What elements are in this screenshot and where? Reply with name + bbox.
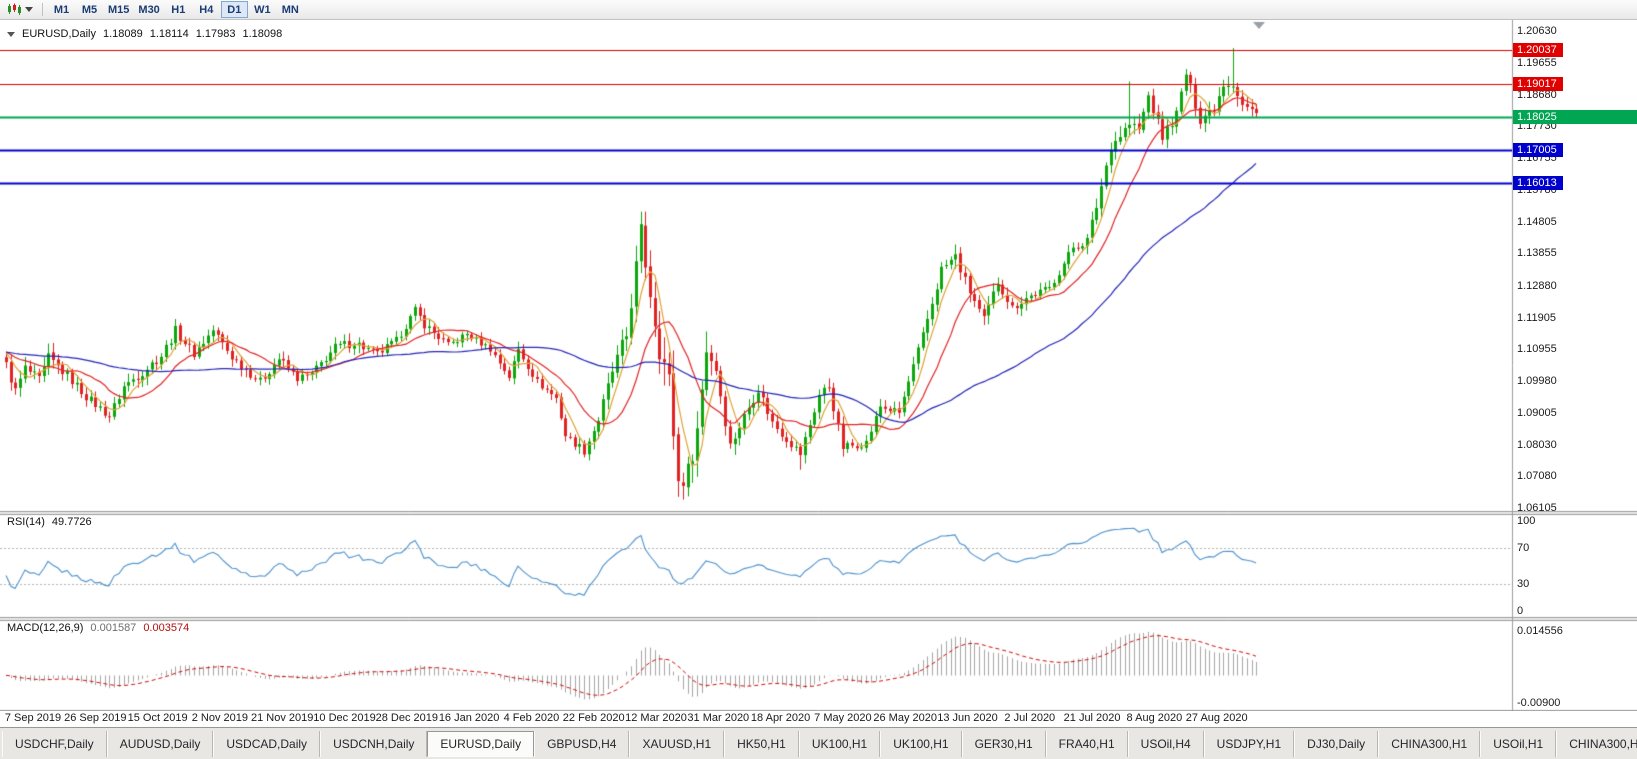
chart-tab-ger30-h1[interactable]: GER30,H1 xyxy=(961,731,1046,757)
date-label[interactable]: 31 Mar 2020 xyxy=(687,712,750,724)
timeframe-buttons: M1 M5 M15 M30 H1 H4 D1 W1 MN xyxy=(48,1,304,18)
one-click-trading-toggle-icon[interactable] xyxy=(7,31,15,37)
chart-tab-usdcnh-daily[interactable]: USDCNH,Daily xyxy=(320,731,428,757)
date-label[interactable]: 27 Aug 2020 xyxy=(1185,712,1248,724)
toolbar-separator xyxy=(42,3,43,16)
timeframe-button-h4[interactable]: H4 xyxy=(193,1,220,18)
chart-tab-eurusd-daily[interactable]: EURUSD,Daily xyxy=(427,731,535,757)
date-label[interactable]: 21 Jul 2020 xyxy=(1063,712,1121,724)
chart-tab-audusd-daily[interactable]: AUDUSD,Daily xyxy=(106,731,214,757)
chart-tab-uk100-h1[interactable]: UK100,H1 xyxy=(880,731,962,757)
date-label[interactable]: 2 Nov 2019 xyxy=(191,712,249,724)
chart-tab-uk100-h1[interactable]: UK100,H1 xyxy=(798,731,881,757)
date-label[interactable]: 28 Dec 2019 xyxy=(375,712,438,724)
date-label[interactable]: 18 Apr 2020 xyxy=(750,712,811,724)
date-label[interactable]: 4 Feb 2020 xyxy=(503,712,560,724)
chart-tab-fra40-h1[interactable]: FRA40,H1 xyxy=(1045,731,1128,757)
date-label[interactable]: 8 Aug 2020 xyxy=(1126,712,1183,724)
chart-tab-usoil-h1[interactable]: USOil,H1 xyxy=(1480,731,1557,757)
date-label[interactable]: 10 Dec 2019 xyxy=(313,712,376,724)
chart-tab-china300-h1[interactable]: CHINA300,H1 xyxy=(1378,731,1481,757)
date-label[interactable]: 7 May 2020 xyxy=(814,712,872,724)
chart-tab-hk50-h1[interactable]: HK50,H1 xyxy=(724,731,799,757)
timeframes-toolbar: M1 M5 M15 M30 H1 H4 D1 W1 MN xyxy=(0,0,1637,20)
chart-tab-gbpusd-h4[interactable]: GBPUSD,H4 xyxy=(534,731,630,757)
chart-tabs-bar: USDCHF,Daily AUDUSD,Daily USDCAD,Daily USDC… xyxy=(0,727,1637,759)
date-label[interactable]: 26 Sep 2019 xyxy=(64,712,127,724)
timeframe-button-m5[interactable]: M5 xyxy=(76,1,103,18)
candlestick-chart-icon xyxy=(8,3,21,15)
date-label[interactable]: 15 Oct 2019 xyxy=(127,712,188,724)
chart-tab-usdjpy-h1[interactable]: USDJPY,H1 xyxy=(1203,731,1295,757)
date-label[interactable]: 2 Jul 2020 xyxy=(1004,712,1056,724)
chart-tab-china300-h1[interactable]: CHINA300,H1 xyxy=(1556,731,1637,757)
timeframe-button-h1[interactable]: H1 xyxy=(165,1,192,18)
timeframe-button-mn[interactable]: MN xyxy=(277,1,304,18)
chart-type-button[interactable] xyxy=(3,2,37,17)
date-label[interactable]: 16 Jan 2020 xyxy=(438,712,500,724)
timeframe-button-d1[interactable]: D1 xyxy=(220,1,248,18)
date-label[interactable]: 22 Feb 2020 xyxy=(562,712,625,724)
chart-tab-usdchf-daily[interactable]: USDCHF,Daily xyxy=(2,731,107,757)
chart-tab-dj30-daily[interactable]: DJ30,Daily xyxy=(1294,731,1379,757)
date-label[interactable]: 21 Nov 2019 xyxy=(250,712,314,724)
chart-tab-usoil-h4[interactable]: USOil,H4 xyxy=(1127,731,1204,757)
chart-tab-usdcad-daily[interactable]: USDCAD,Daily xyxy=(213,731,321,757)
chevron-down-icon xyxy=(25,7,33,12)
date-label[interactable]: 7 Sep 2019 xyxy=(4,712,62,724)
timeframe-button-m1[interactable]: M1 xyxy=(48,1,75,18)
chart-tab-xauusd-h1[interactable]: XAUUSD,H1 xyxy=(629,731,725,757)
price-chart-canvas[interactable] xyxy=(0,20,1637,711)
date-label[interactable]: 26 May 2020 xyxy=(873,712,937,724)
timeframe-button-m15[interactable]: M15 xyxy=(104,1,133,18)
timeframe-button-m30[interactable]: M30 xyxy=(134,1,163,18)
timeframe-button-w1[interactable]: W1 xyxy=(249,1,276,18)
date-label[interactable]: 12 Mar 2020 xyxy=(625,712,687,724)
date-label[interactable]: 13 Jun 2020 xyxy=(937,712,998,724)
